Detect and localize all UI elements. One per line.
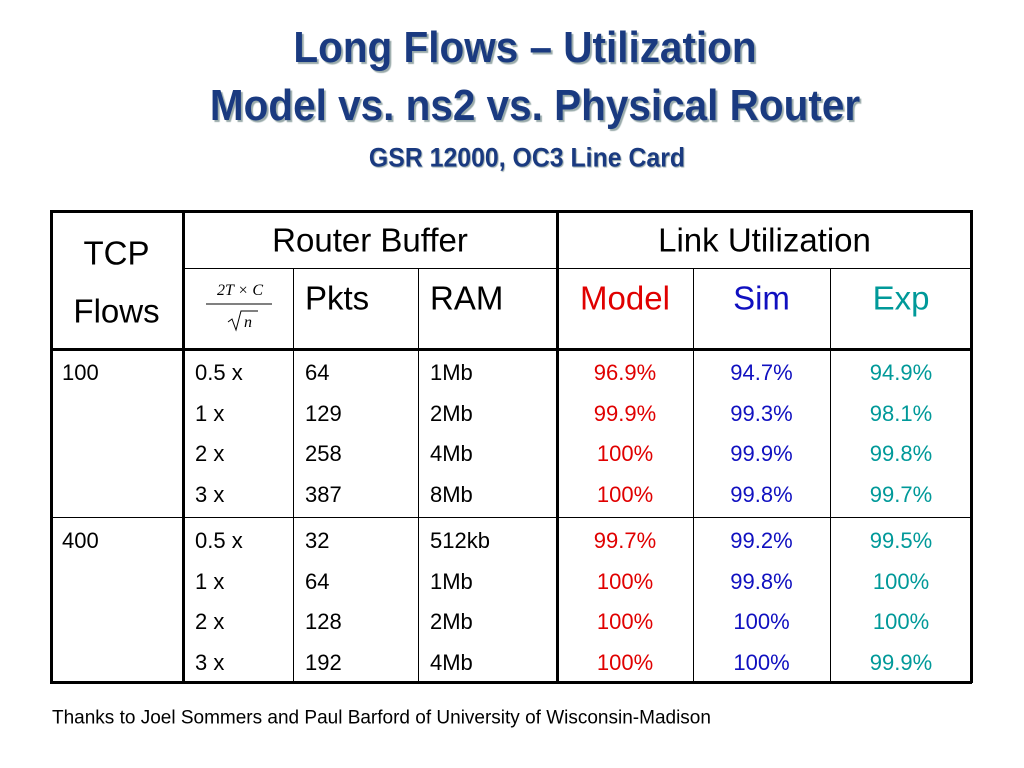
table-cell: 8Mb [430, 481, 473, 507]
header-cell: Model [580, 279, 670, 317]
formula-text: 2T × C [216, 282, 264, 299]
table-cell: 94.9% [869, 360, 933, 385]
table-cell: 100% [596, 568, 654, 594]
flows-cell: 400 [62, 528, 99, 553]
table-border [418, 268, 419, 683]
table-border [693, 268, 694, 683]
table-cell: 0.5 x [195, 360, 243, 385]
table-border [182, 210, 185, 683]
title-line: Long Flows – Utilization [293, 23, 757, 72]
table-cell: 100% [596, 441, 654, 466]
table-border [50, 517, 972, 518]
header-cell: Router Buffer [272, 221, 468, 259]
table-cell: 100% [596, 481, 654, 507]
table-border [50, 210, 53, 683]
table-border [830, 268, 831, 683]
table-cell: 99.9% [730, 441, 793, 466]
table-cell: 2Mb [430, 609, 473, 634]
table-cell: 64 [305, 360, 330, 385]
header-cell: Exp [872, 279, 930, 317]
header-cell: Pkts [305, 279, 370, 317]
table-cell: 99.3% [730, 400, 793, 426]
table-cell: 100% [872, 609, 930, 634]
table-cell: 4Mb [430, 441, 473, 466]
table-cell: 99.9% [869, 649, 933, 675]
table-cell: 32 [305, 528, 330, 553]
table-cell: 4Mb [430, 649, 473, 675]
table-cell: 100% [596, 609, 654, 634]
header-cell: Link Utilization [658, 221, 871, 259]
table-cell: 2 x [195, 441, 225, 466]
table-cell: 99.8% [730, 481, 793, 507]
table-cell: 96.9% [593, 360, 657, 385]
subtitle: GSR 12000, OC3 Line Card [368, 142, 686, 173]
table-cell: 100% [596, 649, 654, 675]
formula-text: n [244, 314, 252, 331]
table-cell: 1Mb [430, 568, 473, 594]
table-cell: 98.1% [869, 400, 933, 426]
table-border [50, 210, 972, 213]
title-line: Model vs. ns2 vs. Physical Router [209, 81, 861, 130]
table-cell: 1Mb [430, 360, 473, 385]
table-cell: 99.7% [593, 528, 657, 553]
table-cell: 512kb [430, 528, 490, 553]
table-cell: 2 x [195, 609, 225, 634]
table-border [183, 268, 972, 269]
table-cell: 94.7% [730, 360, 793, 385]
table-cell: 99.7% [869, 481, 933, 507]
footer: Thanks to Joel Sommers and Paul Barford … [52, 707, 711, 729]
formula-graphic [206, 303, 272, 332]
table-border [293, 268, 294, 683]
table-cell: 99.5% [869, 528, 933, 553]
table-cell: 100% [872, 568, 930, 594]
header-cell: Sim [733, 279, 790, 317]
table-cell: 0.5 x [195, 528, 243, 553]
table-border [50, 681, 972, 684]
table-cell: 1 x [195, 568, 225, 594]
table-border [556, 210, 559, 683]
table-cell: 129 [305, 400, 342, 426]
header-cell: RAM [430, 279, 504, 317]
table-border [50, 348, 972, 351]
header-cell: TCP [83, 234, 150, 272]
table-cell: 192 [305, 649, 342, 675]
table-cell: 99.2% [730, 528, 793, 553]
table-cell: 3 x [195, 481, 225, 507]
table-cell: 258 [305, 441, 342, 466]
table-cell: 1 x [195, 400, 225, 426]
flows-cell: 100 [62, 360, 99, 385]
table-cell: 2Mb [430, 400, 473, 426]
table-cell: 387 [305, 481, 342, 507]
table-cell: 99.8% [869, 441, 933, 466]
table-cell: 3 x [195, 649, 225, 675]
table-cell: 64 [305, 568, 330, 594]
header-cell: Flows [73, 292, 160, 330]
table-cell: 100% [733, 609, 790, 634]
table-cell: 99.9% [593, 400, 657, 426]
table-border [970, 210, 973, 683]
table-cell: 99.8% [730, 568, 793, 594]
table-cell: 128 [305, 609, 342, 634]
table-cell: 100% [733, 649, 790, 675]
